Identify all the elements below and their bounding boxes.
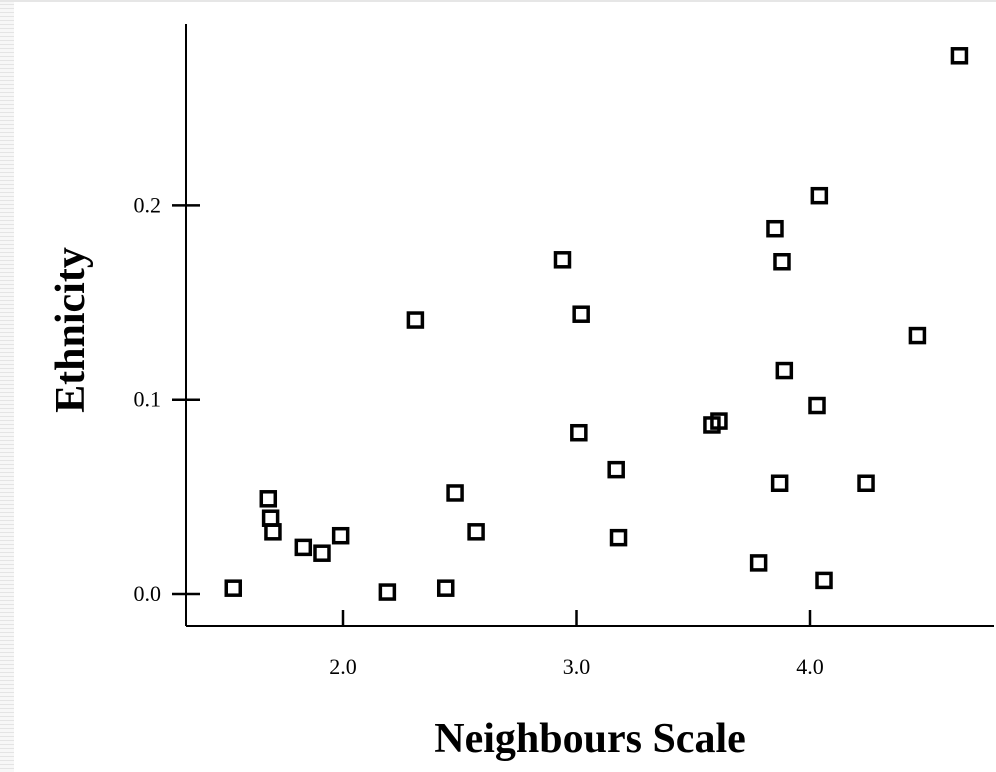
data-point [770, 474, 789, 492]
data-point [436, 579, 455, 597]
x-tick-label: 3.0 [563, 654, 591, 679]
data-point [710, 412, 728, 430]
top-border [0, 0, 996, 2]
axes [185, 24, 994, 627]
data-point [570, 423, 588, 442]
data-point [857, 474, 875, 492]
data-point [224, 579, 243, 597]
data-point [572, 305, 590, 323]
data-point [775, 361, 794, 380]
left-edge-strip [0, 0, 14, 772]
ticks: 2.0 3.0 4.0 0.0 0.1 0.2 [134, 192, 824, 679]
y-tick-label: 0.0 [134, 581, 162, 606]
data-point [406, 311, 425, 329]
data-point [264, 523, 282, 541]
data-point [378, 583, 397, 601]
y-tick-label: 0.1 [134, 387, 162, 412]
y-axis-title: Ethnicity [48, 247, 94, 413]
data-points [224, 47, 969, 601]
data-point [810, 186, 829, 205]
data-point [313, 544, 331, 562]
data-point [815, 571, 833, 590]
data-point [950, 47, 969, 65]
data-point [808, 396, 826, 415]
data-point [609, 528, 628, 547]
data-point [446, 484, 464, 502]
data-point [749, 554, 768, 572]
data-point [553, 251, 572, 269]
data-point [766, 219, 784, 238]
data-point [908, 326, 927, 345]
data-point [294, 538, 313, 557]
x-tick-label: 2.0 [329, 654, 357, 679]
x-axis-title: Neighbours Scale [434, 716, 746, 762]
y-tick-label: 0.2 [134, 192, 162, 217]
data-point [259, 490, 278, 508]
x-tick-label: 4.0 [796, 654, 824, 679]
data-point [467, 523, 485, 541]
data-point [607, 460, 625, 479]
data-point [773, 252, 791, 271]
data-point [331, 526, 350, 545]
